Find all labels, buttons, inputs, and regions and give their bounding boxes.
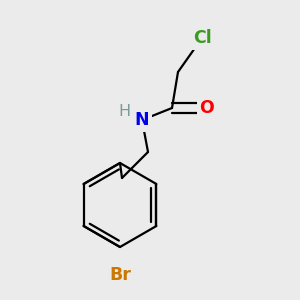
Text: N: N (135, 111, 149, 129)
Text: O: O (200, 99, 214, 117)
Text: Br: Br (109, 266, 131, 284)
Text: H: H (118, 104, 130, 119)
Text: Cl: Cl (193, 29, 211, 47)
